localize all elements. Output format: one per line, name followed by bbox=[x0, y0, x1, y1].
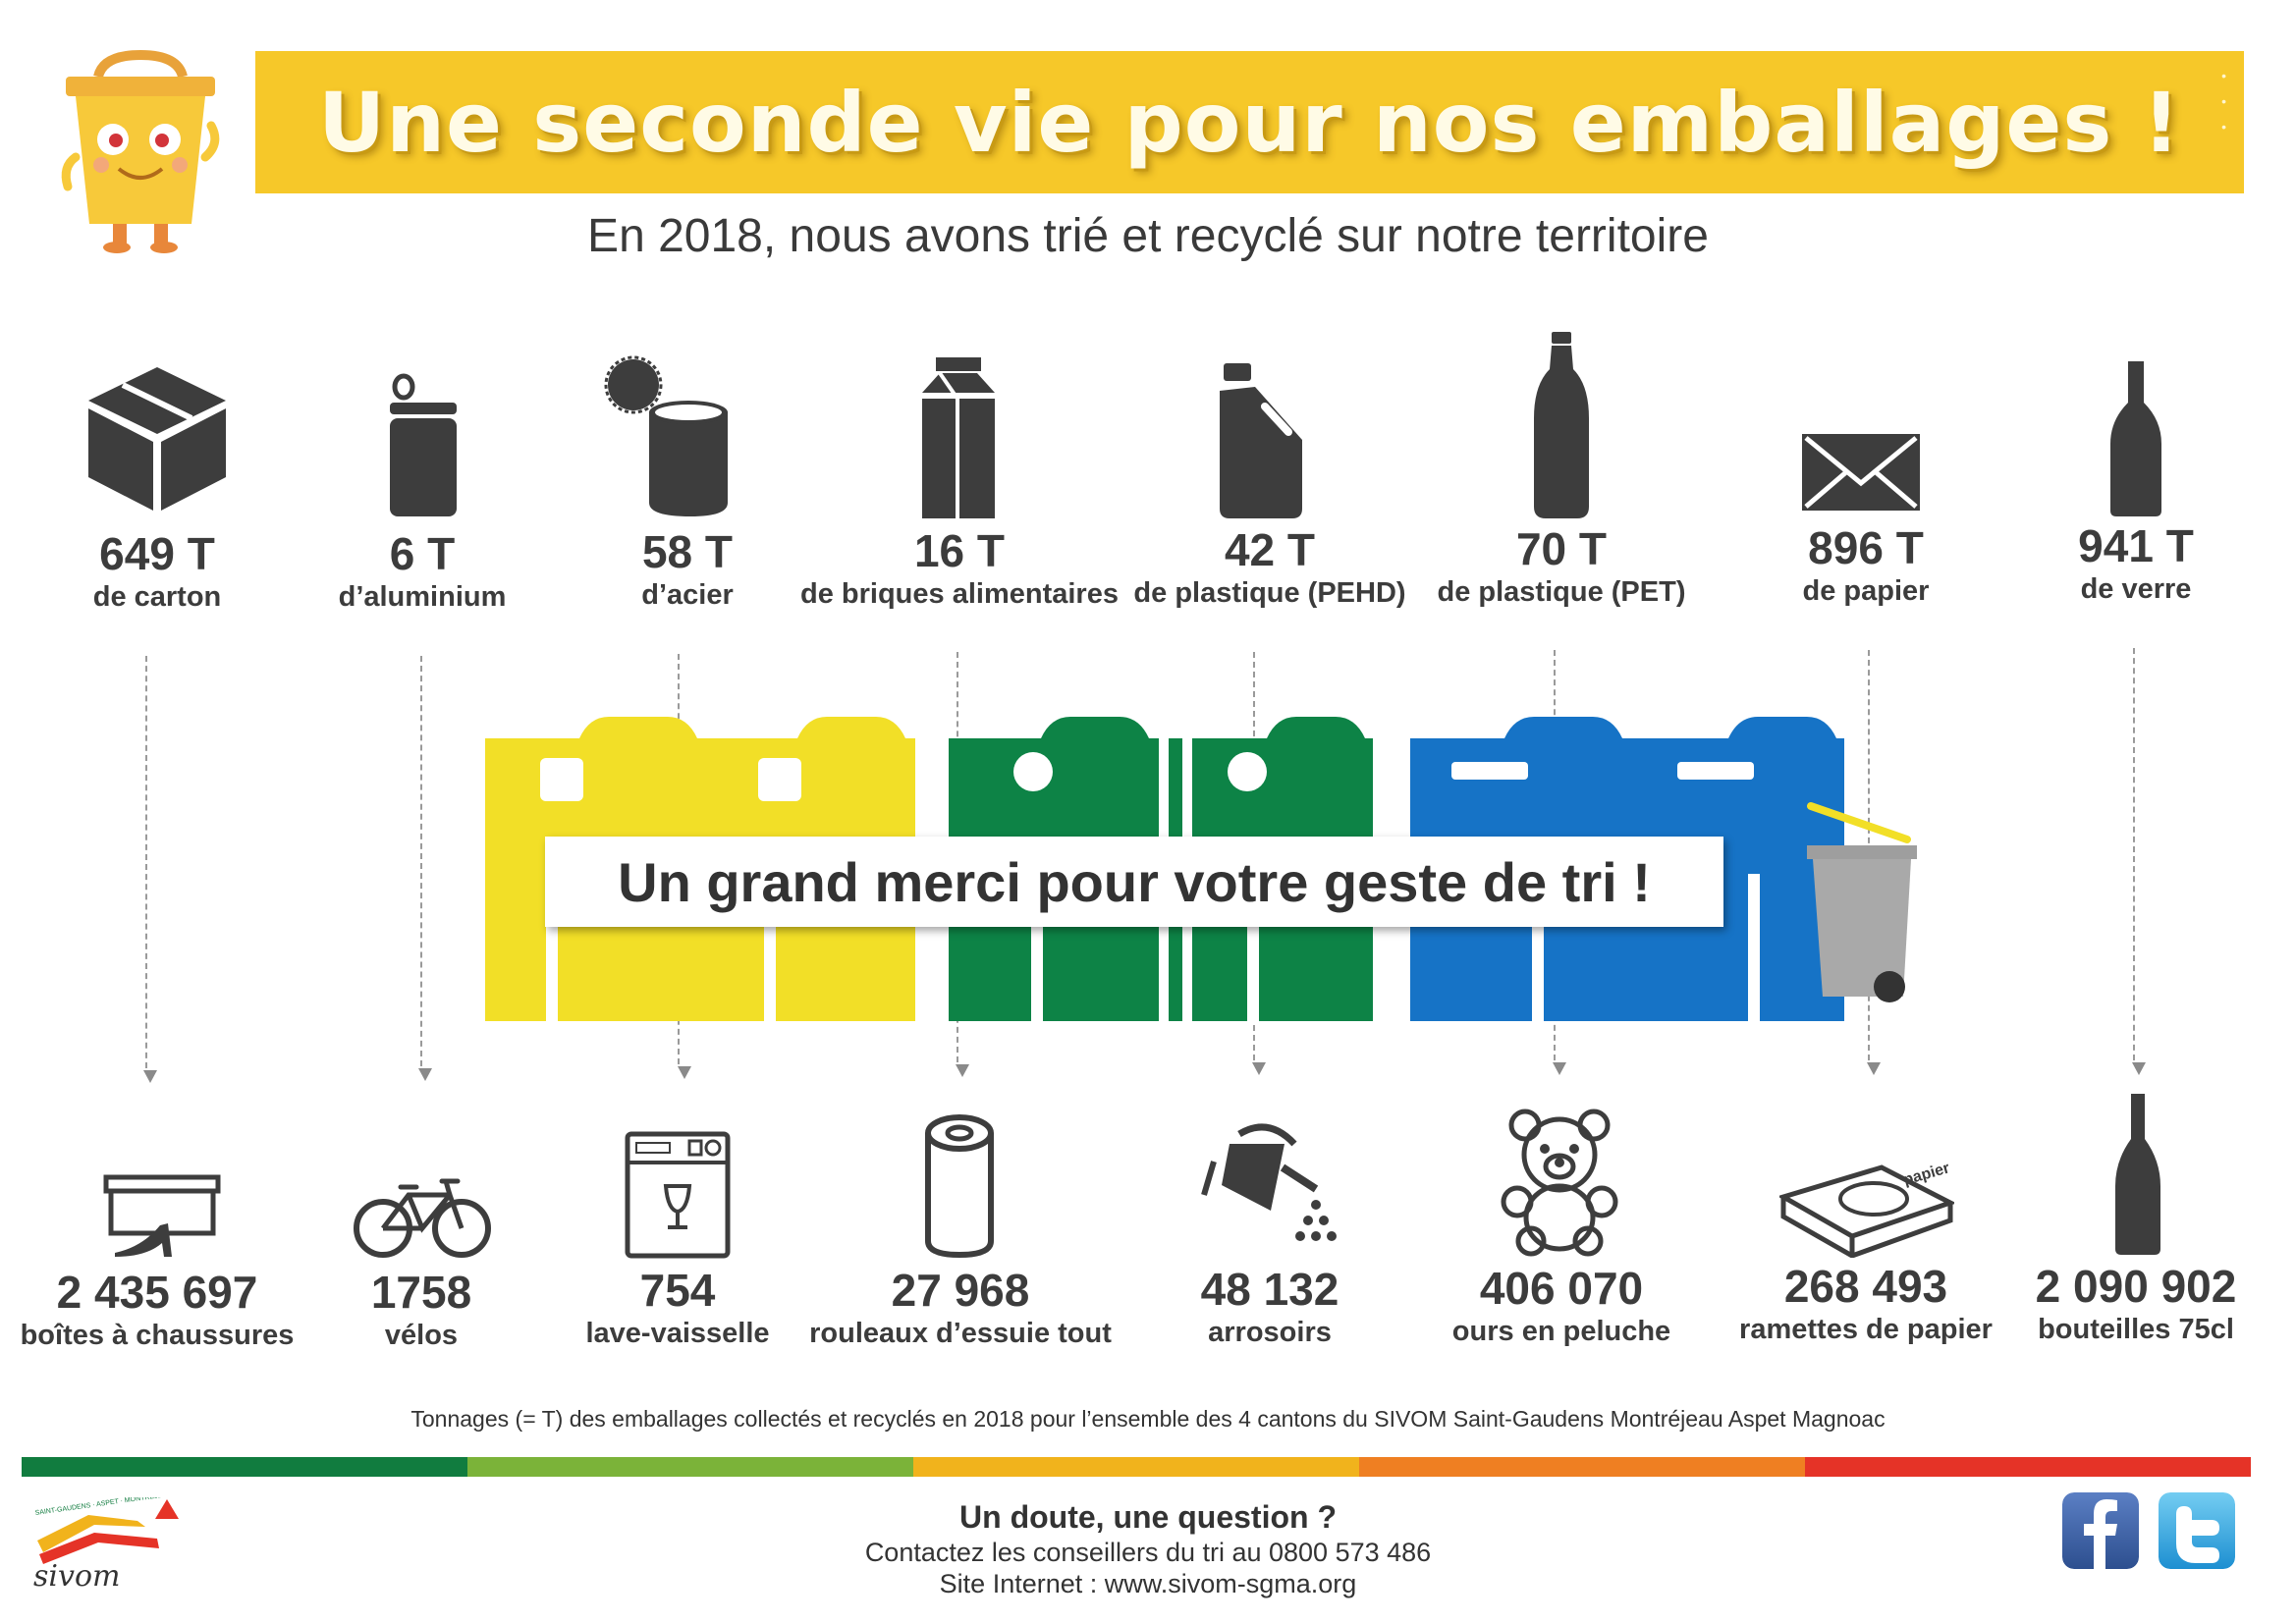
material-amount: 941 T bbox=[2078, 520, 2194, 571]
paper-ream-icon: papier bbox=[1779, 1163, 1954, 1258]
steel-can-icon bbox=[604, 355, 728, 516]
connector-line bbox=[420, 656, 422, 1066]
equivalent-label-bikes: 1758 vélos bbox=[371, 1267, 471, 1353]
material-amount: 70 T bbox=[1515, 523, 1608, 574]
material-label-aluminium: 6 T d’aluminium bbox=[339, 528, 507, 615]
equivalent-label-paper-towels: 27 968 rouleaux d’essuie tout bbox=[809, 1265, 1112, 1351]
material-amount: 42 T bbox=[1224, 524, 1316, 575]
equivalent-count: 1758 bbox=[370, 1267, 472, 1318]
material-label-pehd: 42 T de plastique (PEHD) bbox=[1133, 524, 1405, 611]
equivalent-count: 2 090 902 bbox=[2035, 1261, 2237, 1312]
connector-line bbox=[145, 656, 147, 1068]
grey-wheelie-bin-right-icon bbox=[1807, 802, 1917, 1002]
dishwasher-icon bbox=[625, 1131, 731, 1259]
equivalent-name: boîtes à chaussures bbox=[20, 1320, 295, 1351]
equivalent-name: bouteilles 75cl bbox=[2038, 1314, 2234, 1345]
material-amount: 58 T bbox=[641, 526, 734, 577]
material-name: de papier bbox=[1802, 575, 1930, 607]
sivom-logo: SAINT-GAUDENS · ASPET · MONTRÉJEAU · MAG… bbox=[33, 1497, 191, 1591]
food-carton-icon bbox=[922, 357, 995, 518]
material-label-pet: 70 T de plastique (PET) bbox=[1438, 523, 1686, 610]
page-title: Une seconde vie pour nos emballages ! bbox=[318, 74, 2181, 171]
material-name: de briques alimentaires bbox=[800, 578, 1119, 610]
aluminium-can-icon bbox=[390, 373, 457, 516]
equivalent-name: lave-vaisselle bbox=[585, 1318, 770, 1349]
equivalent-label-paper-reams: 268 493 ramettes de papier bbox=[1739, 1261, 1993, 1347]
twitter-icon[interactable] bbox=[2159, 1492, 2235, 1569]
thank-you-banner: Un grand merci pour votre geste de tri ! bbox=[545, 837, 1723, 927]
contact-phone[interactable]: Contactez les conseillers du tri au 0800… bbox=[864, 1538, 1432, 1567]
bicycle-icon bbox=[354, 1178, 491, 1258]
watering-can-icon bbox=[1201, 1123, 1337, 1241]
material-label-briques: 16 T de briques alimentaires bbox=[800, 525, 1119, 612]
equivalent-count: 406 070 bbox=[1479, 1263, 1644, 1314]
material-amount: 6 T bbox=[389, 528, 456, 579]
equivalent-name: arrosoirs bbox=[1208, 1317, 1332, 1348]
material-amount: 896 T bbox=[1808, 522, 1924, 573]
material-label-verre: 941 T de verre bbox=[2078, 520, 2194, 607]
connector-line bbox=[2133, 648, 2135, 1060]
connector-arrow bbox=[143, 1070, 157, 1083]
teddy-bear-icon bbox=[1501, 1109, 1618, 1257]
equivalent-label-shoeboxes: 2 435 697 boîtes à chaussures bbox=[21, 1267, 295, 1353]
envelope-icon bbox=[1802, 434, 1920, 511]
cardboard-box-icon bbox=[88, 367, 226, 511]
facebook-icon[interactable] bbox=[2062, 1492, 2139, 1569]
equivalent-count: 27 968 bbox=[891, 1265, 1030, 1316]
connector-arrow bbox=[418, 1068, 432, 1081]
connector-arrow bbox=[1553, 1062, 1566, 1075]
page-subtitle: En 2018, nous avons trié et recyclé sur … bbox=[587, 210, 1709, 262]
connector-arrow bbox=[2132, 1062, 2146, 1075]
wine-bottle-icon bbox=[2115, 1094, 2160, 1255]
contact-block: Un doute, une question ? Contactez les c… bbox=[0, 1497, 2296, 1599]
equivalent-name: ramettes de papier bbox=[1739, 1314, 1993, 1345]
banner-decoration: • • • bbox=[2221, 68, 2226, 135]
material-name: de carton bbox=[92, 581, 222, 613]
equivalent-label-bottles: 2 090 902 bouteilles 75cl bbox=[2036, 1261, 2237, 1347]
material-name: de plastique (PET) bbox=[1437, 576, 1686, 608]
title-banner: Une seconde vie pour nos emballages ! • •… bbox=[255, 51, 2244, 193]
equivalent-label-dishwashers: 754 lave-vaisselle bbox=[585, 1265, 769, 1351]
material-name: d’aluminium bbox=[338, 581, 507, 613]
connector-arrow bbox=[956, 1064, 969, 1077]
equivalent-count: 268 493 bbox=[1783, 1261, 1948, 1312]
contact-question: Un doute, une question ? bbox=[959, 1499, 1337, 1535]
plastic-jug-icon bbox=[1220, 363, 1302, 518]
shoebox-icon bbox=[103, 1174, 221, 1257]
material-amount: 649 T bbox=[99, 528, 215, 579]
paper-ream-label: papier bbox=[1901, 1163, 1951, 1189]
equivalent-count: 2 435 697 bbox=[56, 1267, 258, 1318]
equivalent-count: 754 bbox=[639, 1265, 716, 1316]
footnote: Tonnages (= T) des emballages collectés … bbox=[410, 1406, 1886, 1432]
equivalent-name: ours en peluche bbox=[1451, 1316, 1671, 1347]
connector-arrow bbox=[1867, 1062, 1881, 1075]
material-name: d’acier bbox=[641, 579, 734, 611]
material-label-papier: 896 T de papier bbox=[1803, 522, 1930, 609]
equivalent-label-watering-cans: 48 132 arrosoirs bbox=[1201, 1264, 1339, 1350]
connector-arrow bbox=[678, 1066, 691, 1079]
equivalent-name: rouleaux d’essuie tout bbox=[809, 1318, 1112, 1349]
equivalent-count: 48 132 bbox=[1200, 1264, 1339, 1315]
plastic-bottle-icon bbox=[1534, 332, 1589, 518]
logo-text: sivom bbox=[33, 1559, 120, 1591]
glass-bottle-icon bbox=[2110, 361, 2161, 516]
paper-towel-roll-icon bbox=[925, 1114, 994, 1259]
material-label-carton: 649 T de carton bbox=[93, 528, 222, 615]
material-label-acier: 58 T d’acier bbox=[641, 526, 734, 613]
contact-website[interactable]: Site Internet : www.sivom-sgma.org bbox=[939, 1569, 1357, 1598]
thank-you-message: Un grand merci pour votre geste de tri ! bbox=[618, 850, 1651, 913]
material-name: de plastique (PEHD) bbox=[1133, 577, 1406, 609]
material-name: de verre bbox=[2080, 573, 2192, 605]
color-stripe bbox=[22, 1457, 2251, 1477]
equivalent-label-teddy-bears: 406 070 ours en peluche bbox=[1452, 1263, 1670, 1349]
mascot-trash-can-icon bbox=[61, 49, 220, 253]
equivalent-name: vélos bbox=[384, 1320, 459, 1351]
connector-arrow bbox=[1252, 1062, 1266, 1075]
material-amount: 16 T bbox=[913, 525, 1006, 576]
